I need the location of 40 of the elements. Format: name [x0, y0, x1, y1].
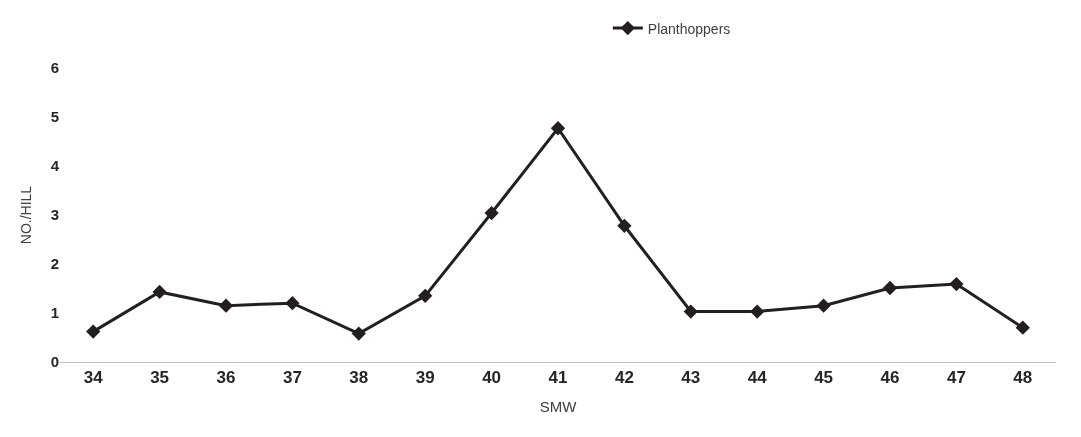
point — [1015, 320, 1030, 335]
y-tick-label: 1 — [50, 304, 59, 322]
point — [418, 288, 433, 303]
x-tick-label: 47 — [946, 368, 966, 388]
point — [816, 298, 831, 313]
point — [152, 284, 167, 300]
y-tick-label: 4 — [50, 157, 60, 175]
x-tick-label: 35 — [150, 368, 170, 388]
y-tick-label: 5 — [50, 108, 59, 126]
y-tick-label: 3 — [50, 206, 59, 224]
x-tick-label: 46 — [880, 368, 900, 388]
x-tick-label: 39 — [415, 368, 435, 388]
x-tick-label: 36 — [216, 368, 236, 388]
point — [218, 298, 234, 313]
x-tick-label: 38 — [349, 368, 369, 388]
point — [484, 205, 499, 221]
x-axis-title: SMW — [539, 398, 578, 416]
x-tick-label: 44 — [747, 368, 768, 388]
x-tick-label: 42 — [614, 368, 634, 388]
point — [949, 276, 964, 292]
legend-label: Planthoppers — [647, 20, 731, 37]
point — [351, 326, 366, 341]
point — [617, 218, 632, 233]
x-tick-label: 40 — [482, 368, 502, 388]
x-tick-label: 41 — [548, 368, 568, 388]
point — [683, 304, 698, 319]
x-tick-label: 48 — [1013, 368, 1033, 388]
y-tick-label: 2 — [50, 255, 59, 273]
point — [750, 304, 765, 319]
point — [285, 296, 300, 311]
y-axis-title: NO./HILL — [18, 185, 35, 245]
point — [550, 121, 566, 136]
point — [86, 324, 101, 339]
x-tick-label: 43 — [681, 368, 701, 388]
y-tick-label: 6 — [50, 59, 59, 77]
y-tick-label: 0 — [50, 353, 59, 371]
x-tick-label: 34 — [83, 368, 104, 388]
x-tick-label: 37 — [282, 368, 302, 388]
x-tick-label: 45 — [814, 368, 834, 388]
point — [882, 280, 898, 296]
